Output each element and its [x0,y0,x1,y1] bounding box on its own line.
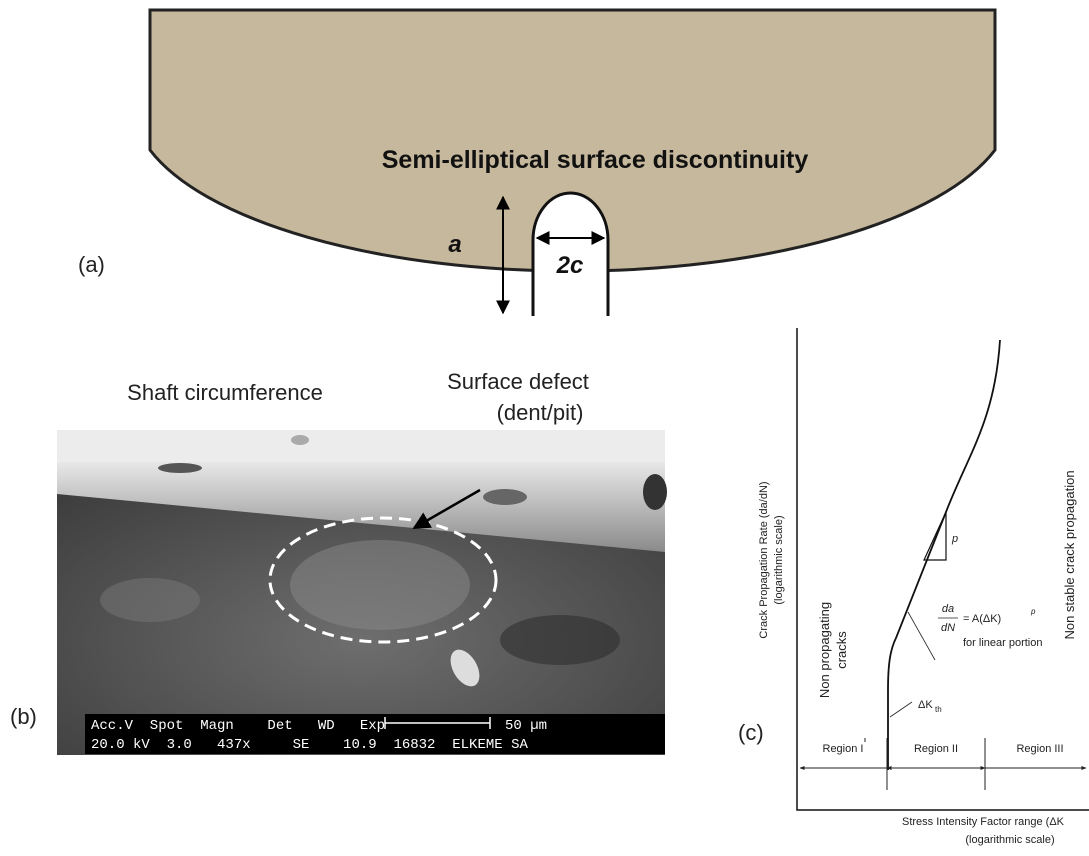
sem-spot [291,435,309,445]
formula: da [942,603,954,615]
sem-spot [643,474,667,510]
formula: dN [941,622,955,634]
sem-texture [290,540,470,630]
panel-b: Shaft circumference Surface defect (dent… [10,369,667,755]
sem-info: Acc.V Spot Magn Det WD Exp [91,718,385,734]
threshold: ΔK [918,699,933,711]
panel-a-title: Semi-elliptical surface discontinuity [382,146,809,174]
slope-triangle [924,512,946,560]
panel-label: (a) [78,252,105,277]
slope-label: p [951,533,958,545]
sem-spot [483,489,527,505]
y-axis-label: Crack Propagation Rate (da/dN) [758,481,770,638]
region-note: cracks [834,631,849,669]
region-label: Region II [914,743,958,755]
panel-c: p da dN = A(ΔK) p for linear portion ΔK … [738,328,1089,846]
x-axis-label: (logarithmic scale) [965,834,1054,846]
formula: p [1030,607,1036,616]
leader [908,612,935,660]
sem-texture [500,615,620,665]
panel-label: (b) [10,704,37,729]
scale-label: 50 µm [505,718,547,734]
sem-spot [158,463,202,473]
width-label: 2c [556,252,584,279]
threshold: th [935,705,942,714]
caption: (dent/pit) [497,400,584,425]
sem-info: 20.0 kV 3.0 437x SE 10.9 16832 ELKEME SA [91,737,528,753]
x-axis-label: Stress Intensity Factor range (ΔK [902,816,1065,828]
caption: Surface defect [447,369,589,394]
region-label: Region III [1016,743,1063,755]
y-axis-label: (logarithmic scale) [773,515,785,604]
sem-texture [100,578,200,622]
leader [890,702,912,717]
formula-note: for linear portion [963,637,1043,649]
panel-a: Semi-elliptical surface discontinuity 2c… [78,10,995,316]
panel-label: (c) [738,720,764,745]
region-note: Non propagating [817,602,832,698]
page: Semi-elliptical surface discontinuity 2c… [0,0,1089,856]
axes [797,328,1089,810]
figure: Semi-elliptical surface discontinuity 2c… [0,0,1089,856]
region-note: Non stable crack propagation [1062,470,1077,639]
depth-label: a [448,231,461,258]
caption: Shaft circumference [127,380,323,405]
crack-growth-curve [888,340,1000,770]
region-label: Region I [823,743,864,755]
formula: = A(ΔK) [963,613,1001,625]
